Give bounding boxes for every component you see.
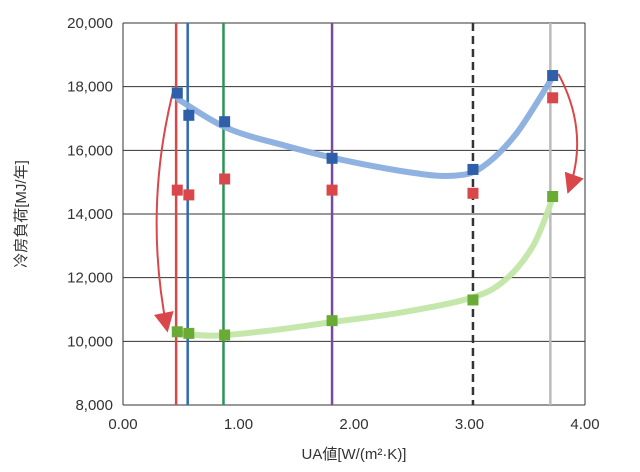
data-point — [467, 294, 479, 306]
grid-lines — [122, 22, 586, 406]
y-tick-label: 18,000 — [67, 79, 113, 96]
y-tick-label: 10,000 — [67, 333, 113, 350]
data-points — [171, 70, 559, 341]
data-point — [219, 329, 231, 341]
y-axis-label: 冷房負荷[MJ/年] — [13, 160, 30, 268]
x-tick-label: 1.00 — [224, 416, 253, 433]
x-tick-label: 3.00 — [455, 416, 484, 433]
data-point — [326, 152, 338, 164]
x-tick-label: 4.00 — [570, 416, 599, 433]
y-tick-label: 8,000 — [75, 397, 113, 414]
data-point — [326, 184, 338, 196]
y-tick-label: 14,000 — [67, 206, 113, 223]
arrows — [153, 73, 584, 333]
tick-labels: 8,000 10,000 12,000 14,000 16,000 18,000 20,00… — [67, 15, 599, 433]
arrow — [153, 92, 174, 333]
trend-curves — [175, 74, 556, 339]
y-tick-label: 20,000 — [67, 15, 113, 32]
x-axis-label: UA値[W/(m²·K)] — [302, 446, 407, 463]
arrow — [557, 73, 584, 194]
data-point — [467, 163, 479, 175]
data-point — [547, 190, 559, 202]
trend-curve — [177, 195, 556, 339]
data-point — [219, 116, 231, 128]
trend-curve — [175, 74, 556, 180]
y-tick-label: 16,000 — [67, 142, 113, 159]
x-tick-label: 2.00 — [339, 416, 368, 433]
data-point — [547, 92, 559, 104]
data-point — [326, 315, 338, 327]
data-point — [183, 327, 195, 339]
data-point — [183, 109, 195, 121]
data-point — [171, 326, 183, 338]
data-point — [171, 87, 183, 99]
data-point — [547, 70, 559, 82]
data-point — [219, 173, 231, 185]
x-tick-label: 0.00 — [108, 416, 137, 433]
data-point — [467, 187, 479, 199]
vertical-reference-lines — [174, 23, 552, 405]
y-tick-label: 12,000 — [67, 270, 113, 287]
data-point — [171, 184, 183, 196]
data-point — [183, 189, 195, 201]
